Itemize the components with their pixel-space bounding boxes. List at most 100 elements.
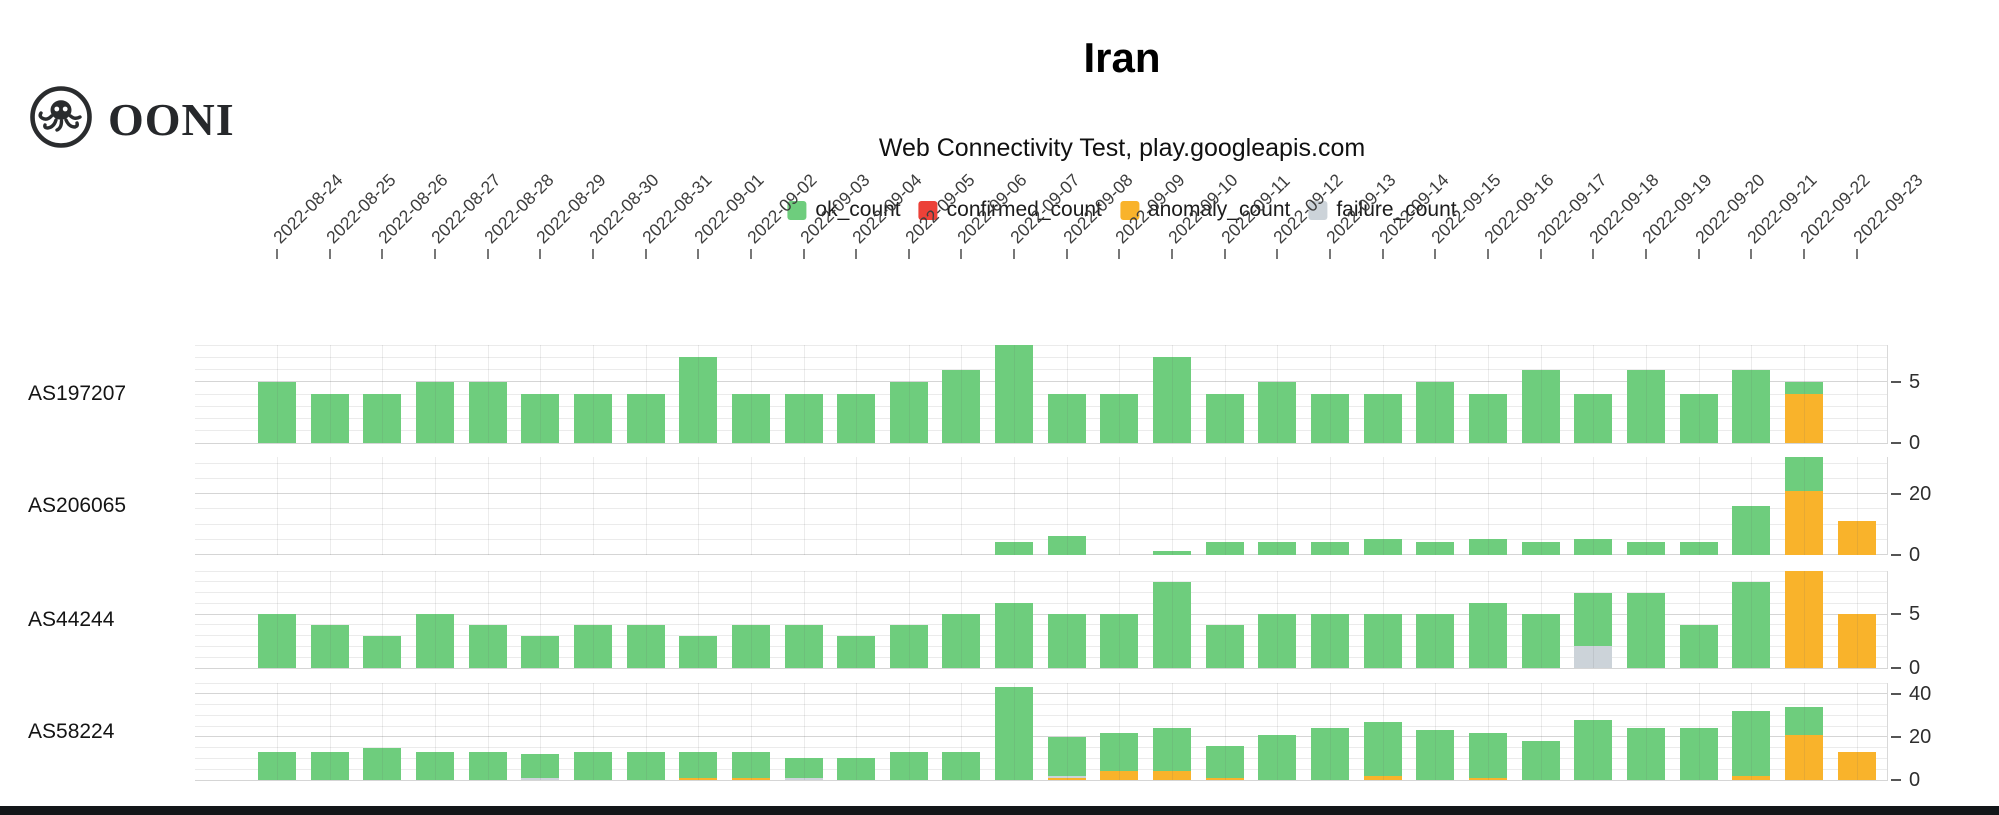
bar-AS44244-2022-09-17-ok[interactable]	[1521, 614, 1560, 668]
bar-AS58224-2022-09-22-ok[interactable]	[1784, 706, 1823, 735]
bar-AS206065-2022-09-10-ok[interactable]	[1153, 551, 1192, 555]
bar-AS44244-2022-09-21-ok[interactable]	[1732, 581, 1771, 668]
bar-AS197207-2022-09-21-ok[interactable]	[1732, 369, 1771, 443]
bar-AS44244-2022-09-15-ok[interactable]	[1416, 614, 1455, 668]
bar-AS58224-2022-09-14-anomaly[interactable]	[1363, 775, 1402, 780]
bar-AS58224-2022-09-05-ok[interactable]	[889, 751, 928, 780]
bar-AS197207-2022-08-28-ok[interactable]	[468, 381, 507, 443]
bar-AS58224-2022-09-15-ok[interactable]	[1416, 730, 1455, 780]
bar-AS44244-2022-08-27-ok[interactable]	[415, 614, 454, 668]
bar-AS197207-2022-08-31-ok[interactable]	[626, 394, 665, 443]
bar-AS44244-2022-09-22-anomaly[interactable]	[1784, 571, 1823, 668]
bar-AS197207-2022-09-20-ok[interactable]	[1679, 394, 1718, 443]
bar-AS58224-2022-09-01-ok[interactable]	[679, 752, 718, 778]
bar-AS206065-2022-09-22-ok[interactable]	[1784, 457, 1823, 491]
bar-AS206065-2022-09-14-ok[interactable]	[1363, 539, 1402, 555]
bar-AS197207-2022-09-06-ok[interactable]	[942, 369, 981, 443]
bar-AS197207-2022-09-22-ok[interactable]	[1784, 381, 1823, 394]
bar-AS206065-2022-09-16-ok[interactable]	[1468, 539, 1507, 555]
bar-AS58224-2022-08-30-ok[interactable]	[573, 751, 612, 780]
bar-AS197207-2022-08-26-ok[interactable]	[363, 394, 402, 443]
bar-AS44244-2022-08-28-ok[interactable]	[468, 624, 507, 668]
bar-AS206065-2022-09-18-ok[interactable]	[1574, 539, 1613, 555]
bar-AS206065-2022-09-17-ok[interactable]	[1521, 542, 1560, 555]
bar-AS197207-2022-09-15-ok[interactable]	[1416, 381, 1455, 443]
bar-AS197207-2022-09-03-ok[interactable]	[784, 394, 823, 443]
bar-AS206065-2022-09-13-ok[interactable]	[1311, 542, 1349, 555]
bar-AS206065-2022-09-19-ok[interactable]	[1626, 542, 1665, 555]
bar-AS44244-2022-09-12-ok[interactable]	[1258, 614, 1297, 668]
legend-item-anomaly[interactable]: anomaly_count	[1119, 198, 1290, 222]
bar-AS44244-2022-09-23-anomaly[interactable]	[1837, 614, 1876, 668]
bar-AS197207-2022-09-04-ok[interactable]	[837, 394, 876, 443]
bar-AS44244-2022-09-10-ok[interactable]	[1153, 581, 1192, 668]
bar-AS197207-2022-09-08-ok[interactable]	[1047, 394, 1086, 443]
bar-AS197207-2022-08-25-ok[interactable]	[310, 394, 349, 443]
bar-AS58224-2022-09-08-failure[interactable]	[1047, 775, 1086, 778]
bar-AS58224-2022-09-07-ok[interactable]	[995, 687, 1034, 780]
bar-AS197207-2022-09-19-ok[interactable]	[1626, 369, 1665, 443]
legend-item-confirmed[interactable]: confirmed_count	[918, 198, 1102, 222]
bar-AS58224-2022-09-03-ok[interactable]	[784, 758, 823, 778]
bar-AS206065-2022-09-11-ok[interactable]	[1205, 542, 1244, 555]
bar-AS44244-2022-09-07-ok[interactable]	[995, 603, 1034, 668]
bar-AS58224-2022-09-16-ok[interactable]	[1468, 732, 1507, 778]
bar-AS58224-2022-08-25-ok[interactable]	[310, 751, 349, 780]
bar-AS44244-2022-09-13-ok[interactable]	[1311, 614, 1349, 668]
bar-AS58224-2022-08-24-ok[interactable]	[258, 751, 296, 780]
bar-AS197207-2022-08-30-ok[interactable]	[573, 394, 612, 443]
bar-AS58224-2022-09-20-ok[interactable]	[1679, 728, 1718, 780]
bar-AS58224-2022-09-08-anomaly[interactable]	[1047, 777, 1086, 780]
bar-AS58224-2022-09-02-anomaly[interactable]	[731, 777, 770, 780]
bar-AS44244-2022-08-26-ok[interactable]	[363, 635, 402, 668]
bar-AS58224-2022-09-09-anomaly[interactable]	[1100, 771, 1139, 780]
bar-AS58224-2022-09-06-ok[interactable]	[942, 751, 981, 780]
bar-AS58224-2022-09-21-anomaly[interactable]	[1732, 775, 1771, 780]
bar-AS44244-2022-09-08-ok[interactable]	[1047, 614, 1086, 668]
bar-AS58224-2022-09-09-ok[interactable]	[1100, 732, 1139, 772]
bar-AS44244-2022-09-16-ok[interactable]	[1468, 603, 1507, 668]
bar-AS197207-2022-09-05-ok[interactable]	[889, 381, 928, 443]
bar-AS58224-2022-09-14-ok[interactable]	[1363, 721, 1402, 776]
bar-AS44244-2022-09-02-ok[interactable]	[731, 624, 770, 668]
bar-AS197207-2022-09-10-ok[interactable]	[1153, 357, 1192, 443]
bar-AS58224-2022-08-31-ok[interactable]	[626, 751, 665, 780]
bar-AS44244-2022-08-30-ok[interactable]	[573, 624, 612, 668]
bar-AS44244-2022-09-05-ok[interactable]	[889, 624, 928, 668]
bar-AS58224-2022-09-10-anomaly[interactable]	[1153, 771, 1192, 780]
bar-AS206065-2022-09-20-ok[interactable]	[1679, 542, 1718, 555]
bar-AS197207-2022-09-02-ok[interactable]	[731, 394, 770, 443]
bar-AS44244-2022-08-25-ok[interactable]	[310, 624, 349, 668]
bar-AS44244-2022-09-03-ok[interactable]	[784, 624, 823, 668]
bar-AS58224-2022-08-29-failure[interactable]	[521, 777, 560, 780]
bar-AS44244-2022-09-01-ok[interactable]	[679, 635, 718, 668]
bar-AS44244-2022-09-18-failure[interactable]	[1574, 646, 1613, 668]
bar-AS197207-2022-09-01-ok[interactable]	[679, 357, 718, 443]
bar-AS58224-2022-09-17-ok[interactable]	[1521, 741, 1560, 780]
bar-AS197207-2022-09-16-ok[interactable]	[1468, 394, 1507, 443]
bar-AS197207-2022-09-11-ok[interactable]	[1205, 394, 1244, 443]
bar-AS58224-2022-09-08-ok[interactable]	[1047, 736, 1086, 776]
bar-AS197207-2022-09-12-ok[interactable]	[1258, 381, 1297, 443]
bar-AS58224-2022-09-21-ok[interactable]	[1732, 711, 1771, 776]
bar-AS44244-2022-08-29-ok[interactable]	[521, 635, 560, 668]
bar-AS206065-2022-09-15-ok[interactable]	[1416, 542, 1455, 555]
bar-AS58224-2022-08-28-ok[interactable]	[468, 751, 507, 780]
bar-AS206065-2022-09-08-ok[interactable]	[1047, 536, 1086, 555]
bar-AS197207-2022-08-27-ok[interactable]	[415, 381, 454, 443]
bar-AS44244-2022-08-31-ok[interactable]	[626, 624, 665, 668]
bar-AS58224-2022-09-04-ok[interactable]	[837, 758, 876, 780]
bar-AS44244-2022-09-04-ok[interactable]	[837, 635, 876, 668]
bar-AS58224-2022-08-27-ok[interactable]	[415, 751, 454, 780]
bar-AS58224-2022-09-01-anomaly[interactable]	[679, 777, 718, 780]
bar-AS58224-2022-08-29-ok[interactable]	[521, 754, 560, 778]
bar-AS58224-2022-09-03-failure[interactable]	[784, 777, 823, 780]
bar-AS197207-2022-09-09-ok[interactable]	[1100, 394, 1139, 443]
bar-AS197207-2022-09-17-ok[interactable]	[1521, 369, 1560, 443]
bar-AS206065-2022-09-21-ok[interactable]	[1732, 505, 1771, 555]
bar-AS206065-2022-09-23-anomaly[interactable]	[1837, 520, 1876, 555]
bar-AS44244-2022-09-20-ok[interactable]	[1679, 624, 1718, 668]
bar-AS197207-2022-09-07-ok[interactable]	[995, 345, 1034, 443]
bar-AS58224-2022-09-11-anomaly[interactable]	[1205, 777, 1244, 780]
bar-AS58224-2022-09-11-ok[interactable]	[1205, 745, 1244, 778]
